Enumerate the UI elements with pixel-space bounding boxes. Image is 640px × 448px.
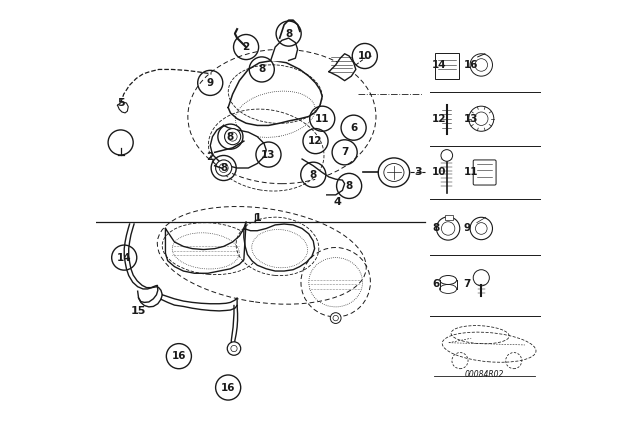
Text: 8: 8: [346, 181, 353, 191]
Text: 5: 5: [117, 98, 124, 108]
Text: 12: 12: [308, 136, 323, 146]
Text: 14: 14: [432, 60, 447, 70]
Text: 13: 13: [261, 150, 276, 159]
Text: 13: 13: [463, 114, 478, 124]
Circle shape: [468, 106, 494, 131]
Text: 7: 7: [341, 147, 348, 157]
Text: 1: 1: [253, 213, 261, 223]
Text: 9: 9: [463, 224, 470, 233]
Polygon shape: [280, 20, 300, 38]
Polygon shape: [165, 222, 246, 273]
Text: 16: 16: [463, 60, 478, 70]
Text: 16: 16: [221, 383, 236, 392]
Polygon shape: [118, 102, 128, 113]
Text: 14: 14: [117, 253, 132, 263]
Text: 4: 4: [334, 198, 342, 207]
Text: 11: 11: [315, 114, 330, 124]
Text: 8: 8: [285, 29, 292, 39]
Circle shape: [330, 313, 341, 323]
Circle shape: [470, 217, 493, 240]
Text: 15: 15: [131, 306, 147, 316]
Text: 11: 11: [463, 168, 478, 177]
Polygon shape: [271, 38, 298, 60]
Text: 10: 10: [432, 168, 447, 177]
Ellipse shape: [378, 158, 410, 187]
Text: 12: 12: [432, 114, 447, 124]
Circle shape: [227, 342, 241, 355]
Circle shape: [470, 54, 493, 76]
Circle shape: [436, 217, 460, 240]
Text: 8: 8: [227, 132, 234, 142]
Polygon shape: [210, 125, 266, 168]
FancyBboxPatch shape: [473, 160, 496, 185]
Polygon shape: [244, 224, 315, 271]
Text: 8: 8: [220, 163, 227, 173]
FancyBboxPatch shape: [435, 53, 459, 79]
Text: 8: 8: [310, 170, 317, 180]
Polygon shape: [228, 60, 323, 125]
Circle shape: [108, 130, 133, 155]
Text: 2: 2: [243, 42, 250, 52]
Polygon shape: [302, 159, 344, 195]
Bar: [445, 215, 452, 220]
Ellipse shape: [440, 276, 457, 284]
Polygon shape: [329, 54, 356, 81]
Text: 6: 6: [432, 280, 439, 289]
Text: 6: 6: [350, 123, 357, 133]
Text: 9: 9: [207, 78, 214, 88]
Text: 10: 10: [358, 51, 372, 61]
Text: 3: 3: [415, 167, 422, 177]
Circle shape: [473, 270, 490, 286]
Text: 2: 2: [206, 152, 214, 162]
Text: 00084R02: 00084R02: [465, 370, 504, 379]
Text: 16: 16: [172, 351, 186, 361]
Text: 8: 8: [258, 65, 266, 74]
Circle shape: [216, 160, 232, 176]
Circle shape: [441, 150, 452, 161]
Text: 8: 8: [432, 224, 439, 233]
Text: 7: 7: [463, 280, 471, 289]
Circle shape: [225, 129, 241, 145]
